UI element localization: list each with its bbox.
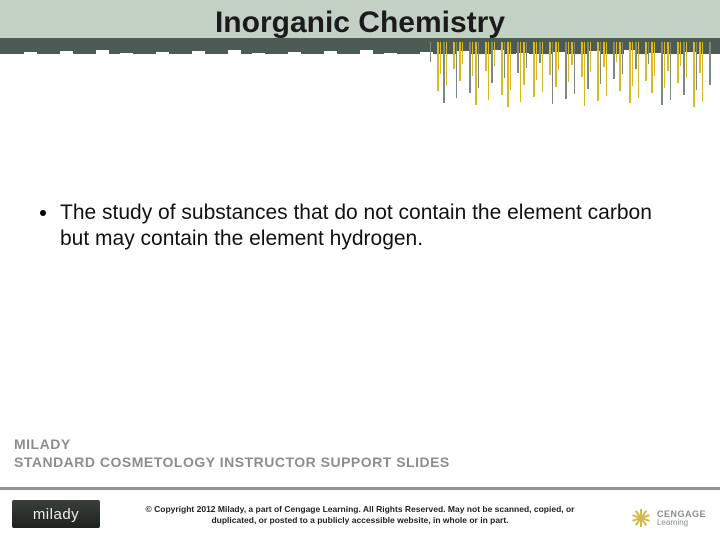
cengage-line2: Learning [657,519,706,527]
footer-titles: MILADY STANDARD COSMETOLOGY INSTRUCTOR S… [14,436,450,470]
body-content: The study of substances that do not cont… [40,200,680,253]
slide: Inorganic Chemistry The study of substan… [0,0,720,540]
bullet-dot-icon [40,210,46,216]
milady-logo: milady [12,500,100,528]
bullet-item: The study of substances that do not cont… [40,200,680,253]
bullet-text: The study of substances that do not cont… [60,200,680,253]
milady-logo-text: milady [33,506,79,523]
footer-divider [0,487,720,490]
cengage-burst-icon [631,508,651,528]
copyright-text: © Copyright 2012 Milady, a part of Cenga… [130,504,590,526]
cengage-text: CENGAGE Learning [657,510,706,527]
barcode-stripes [430,42,710,108]
page-title: Inorganic Chemistry [0,6,720,40]
cengage-logo: CENGAGE Learning [631,508,706,528]
footer-subtitle: STANDARD COSMETOLOGY INSTRUCTOR SUPPORT … [14,454,450,470]
footer-brand: MILADY [14,436,450,452]
